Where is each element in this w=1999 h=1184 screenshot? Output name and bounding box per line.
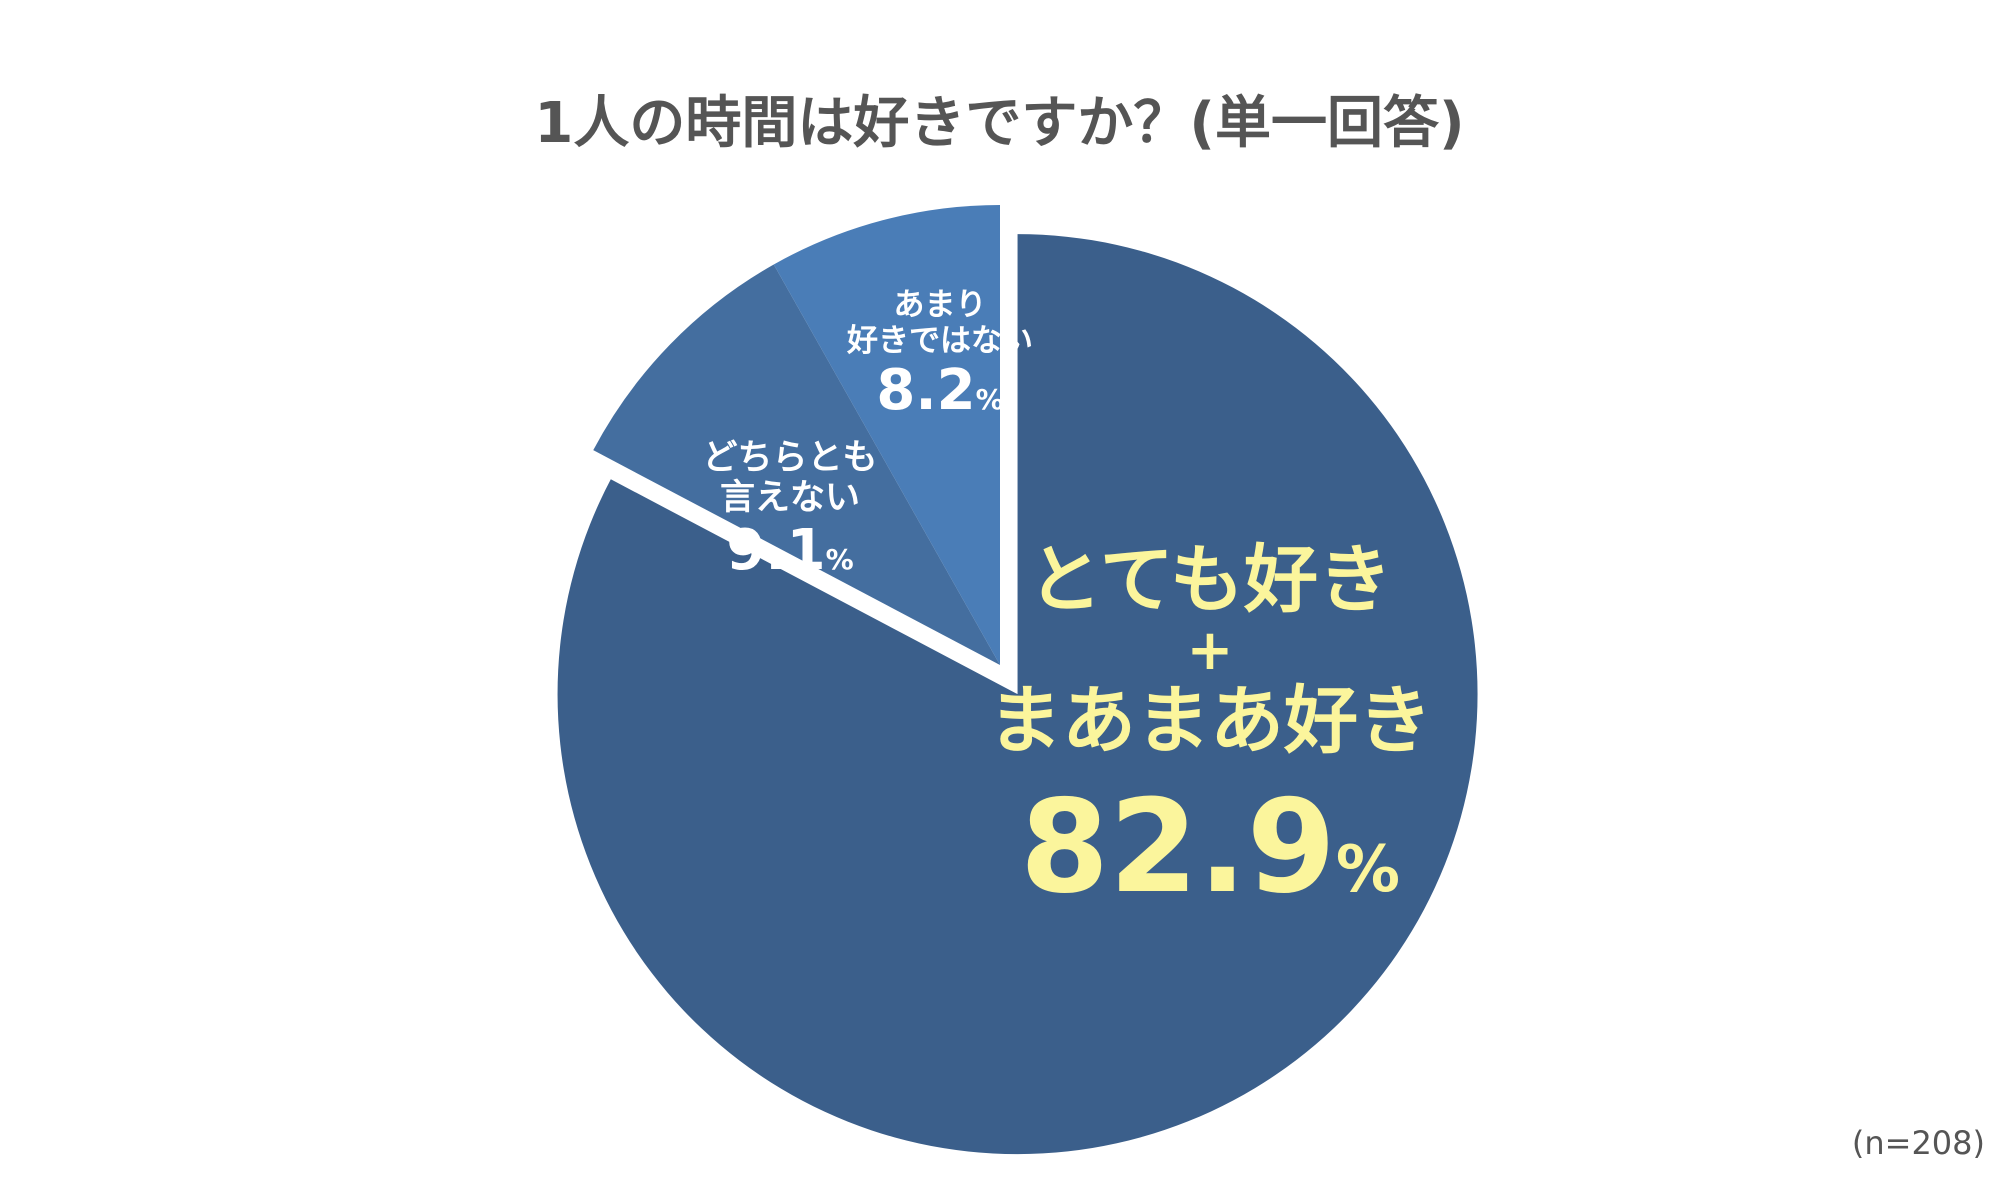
slice-label-neutral-line-2: 言えない — [719, 478, 860, 519]
pie-slice-dislike — [773, 205, 1000, 665]
chart-title: 1人の時間は好きですか？(単一回答) — [534, 91, 1465, 156]
pie-slice-neutral — [593, 264, 1000, 665]
slice-label-dislike-line-1: あまり — [893, 287, 987, 323]
slice-label-main: とても好き + まあまあ好き 82.9% — [960, 537, 1460, 921]
slice-label-main-line-3: まあまあ好き — [988, 678, 1432, 765]
slice-label-main-line-1: とても好き — [1027, 537, 1393, 623]
pie-slice-main — [557, 234, 1478, 1155]
slice-value-neutral-number: 9.1 — [726, 517, 826, 583]
slice-label-dislike-line-2: 好きではない — [847, 322, 1033, 359]
slice-value-main-number: 82.9 — [1020, 773, 1336, 923]
slice-value-neutral-unit: % — [825, 542, 854, 576]
slice-label-main-plus: + — [1186, 618, 1234, 684]
sample-size-note: (n=208) — [1851, 1124, 1985, 1162]
slice-label-neutral: どちらとも 言えない 9.1% — [660, 438, 920, 583]
slice-value-dislike: 8.2% — [810, 359, 1070, 423]
slice-value-dislike-unit: % — [975, 383, 1004, 417]
slice-value-neutral: 9.1% — [660, 517, 920, 583]
slice-value-main: 82.9% — [960, 774, 1460, 921]
slice-value-dislike-number: 8.2 — [876, 358, 976, 424]
slice-label-neutral-line-1: どちらとも — [702, 438, 878, 478]
slice-value-main-unit: % — [1335, 833, 1400, 908]
slice-label-dislike: あまり 好きではない 8.2% — [810, 287, 1070, 424]
